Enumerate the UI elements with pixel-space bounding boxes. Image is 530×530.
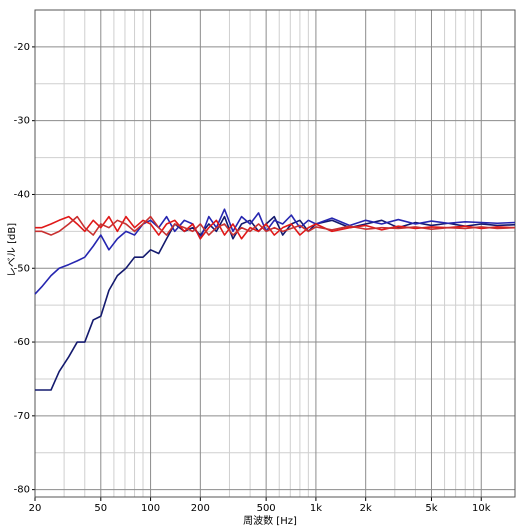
y-tick-label: -40 — [14, 189, 30, 200]
x-tick-label: 1k — [310, 503, 322, 514]
y-tick-label: -20 — [14, 42, 30, 53]
y-tick-label: -50 — [14, 263, 30, 274]
series-line — [34, 208, 516, 295]
y-tick-label: -60 — [14, 337, 30, 348]
plot-border — [34, 9, 516, 498]
y-tick-label: -70 — [14, 411, 30, 422]
series-line — [35, 215, 516, 236]
y-axis-label: レベル [dB] — [6, 223, 18, 277]
x-tick-label: 50 — [94, 503, 107, 514]
x-tick-label: 5k — [425, 503, 437, 514]
x-tick-label: 200 — [191, 503, 210, 514]
y-tick-label: -80 — [14, 485, 30, 496]
x-tick-label: 20 — [29, 503, 42, 514]
x-tick-label: 500 — [257, 503, 276, 514]
x-tick-label: 10k — [472, 503, 491, 514]
x-axis-label: 周波数 [Hz] — [243, 514, 297, 527]
x-tick-label: 2k — [360, 503, 372, 514]
x-tick-label: 100 — [141, 503, 160, 514]
y-tick-label: -30 — [14, 116, 30, 127]
